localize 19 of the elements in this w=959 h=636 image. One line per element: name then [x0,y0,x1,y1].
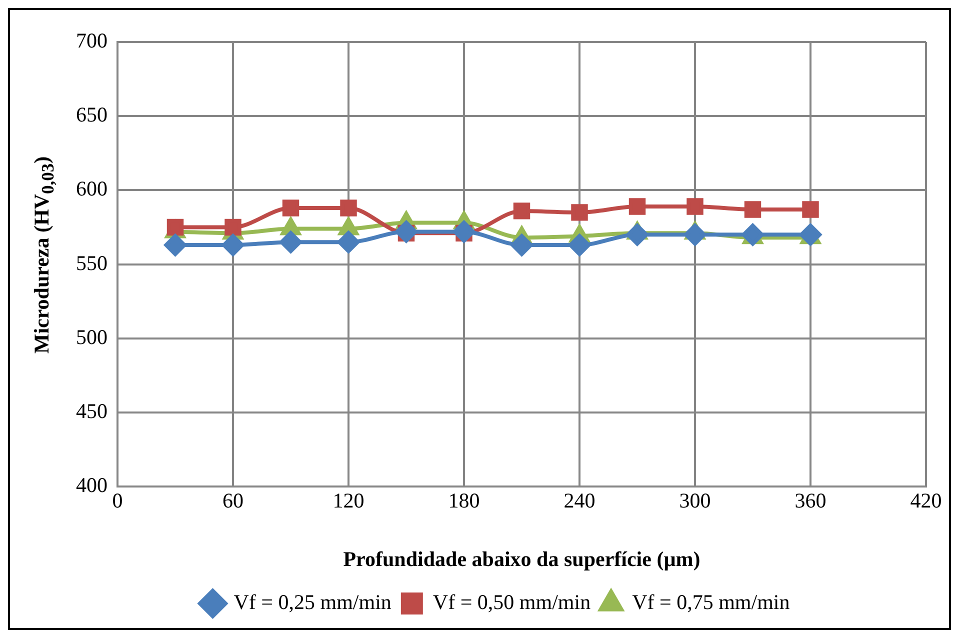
legend-label: Vf = 0,25 mm/min [234,590,392,614]
y-tick-label: 550 [76,250,108,275]
x-tick-label: 420 [910,488,942,513]
legend-label: Vf = 0,50 mm/min [432,590,592,614]
y-tick-label: 450 [76,399,108,424]
x-tick-label: 60 [222,488,244,513]
y-tick-label: 400 [76,473,108,498]
x-tick-label: 0 [112,488,123,513]
y-tick-label: 500 [76,324,108,349]
y-tick-label: 650 [76,102,108,127]
x-tick-label: 360 [794,488,826,513]
x-axis-title: Profundidade abaixo da superfície (µm) [343,546,700,571]
x-tick-label: 300 [679,488,711,513]
x-tick-label: 120 [332,488,364,513]
y-tick-label: 600 [76,176,108,201]
x-tick-label: 180 [448,488,480,513]
y-tick-label: 700 [76,28,108,53]
legend-label: Vf = 0,75 mm/min [632,590,790,614]
x-tick-label: 240 [564,488,596,513]
